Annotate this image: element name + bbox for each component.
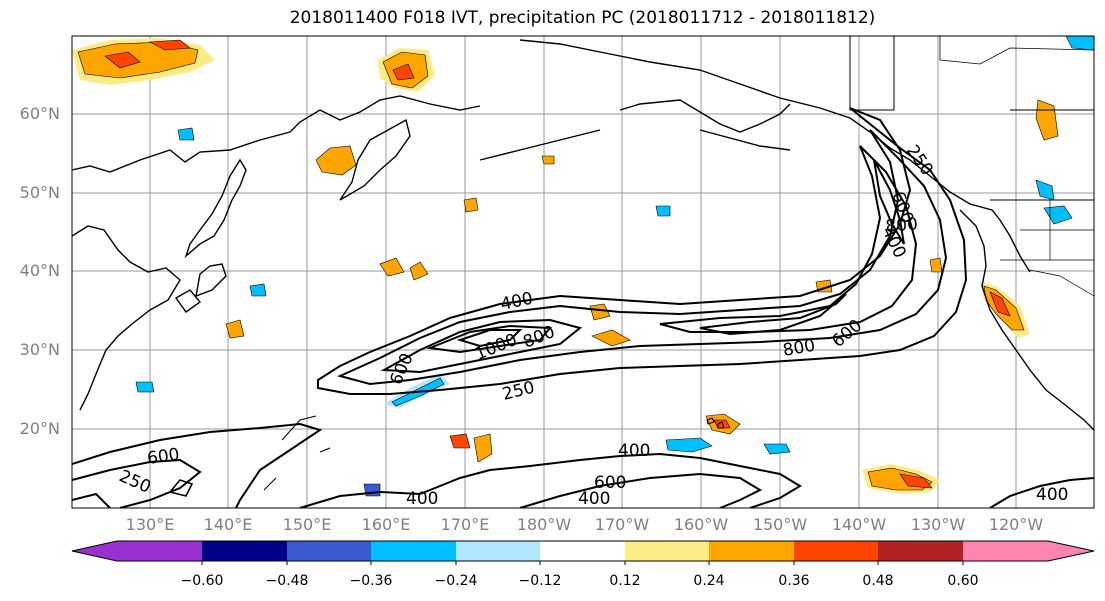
lon-label: 160°W [673, 515, 729, 534]
lat-label: 60°N [19, 104, 60, 123]
precip-patch [409, 261, 429, 281]
precip-patch [135, 381, 155, 393]
precip-patch [589, 303, 611, 321]
colorbar-tick-label: −0.60 [180, 573, 224, 589]
lon-label: 170°E [440, 515, 490, 534]
lon-label: 150°E [282, 515, 332, 534]
precip-patch [665, 437, 713, 453]
lon-label: 160°E [361, 515, 411, 534]
lat-label: 40°N [19, 261, 60, 280]
precip-patch [104, 51, 141, 69]
precip-patch [463, 197, 479, 213]
colorbar-tick-label: −0.24 [434, 573, 478, 589]
colorbar-tick-label: 0.36 [778, 573, 810, 589]
colorbar-tick-label: −0.36 [349, 573, 393, 589]
precip-patch [541, 155, 555, 165]
precip-patch [899, 473, 933, 489]
lon-label: 130°E [125, 515, 175, 534]
lon-label: 180°W [516, 515, 572, 534]
precip-patch [763, 443, 791, 455]
precip-patch [929, 257, 943, 273]
colorbar-tick-label: −0.12 [518, 573, 562, 589]
colorbar-tick-label: −0.48 [265, 573, 309, 589]
contour-label: 600 [146, 445, 181, 469]
precip-patch [989, 291, 1011, 317]
lon-label: 150°W [752, 515, 808, 534]
colorbar-tick-label: 0.12 [609, 573, 641, 589]
precip-patch [1043, 205, 1073, 225]
lon-label: 130°W [910, 515, 966, 534]
ivt-contours [72, 107, 1094, 508]
lon-label: 120°W [988, 515, 1044, 534]
lat-label: 20°N [19, 419, 60, 438]
lon-label: 140°E [203, 515, 253, 534]
contour-label: 800 [885, 214, 919, 237]
contour-label: 600 [594, 473, 626, 493]
precip-patch [177, 127, 195, 141]
lon-label: 140°W [831, 515, 887, 534]
precip-patch [591, 329, 631, 347]
precip-patch [1065, 36, 1094, 51]
lon-label: 170°W [594, 515, 650, 534]
contour-label: 400 [1036, 485, 1068, 505]
colorbar-tick-label: 0.60 [947, 573, 979, 589]
precip-patches [72, 36, 1094, 497]
precip-patch [449, 433, 471, 449]
precip-patch [249, 283, 267, 297]
precip-patch [655, 205, 671, 217]
lat-label: 30°N [19, 340, 60, 359]
precip-patch [225, 319, 245, 339]
map-frame [71, 35, 1095, 509]
coastlines [72, 36, 1094, 491]
contour-label: 400 [406, 489, 438, 509]
precip-patch [392, 63, 415, 81]
precip-patch [148, 39, 191, 51]
contour-label: 400 [618, 441, 650, 461]
lat-label: 50°N [19, 183, 60, 202]
colorbar-tick-label: 0.24 [693, 573, 725, 589]
map-title: 2018011400 F018 IVT, precipitation PC (2… [289, 8, 876, 28]
precip-patch [379, 257, 405, 277]
colorbar-tick-label: 0.48 [862, 573, 894, 589]
contour-label: 400 [578, 489, 610, 509]
precip-patch [473, 433, 493, 463]
